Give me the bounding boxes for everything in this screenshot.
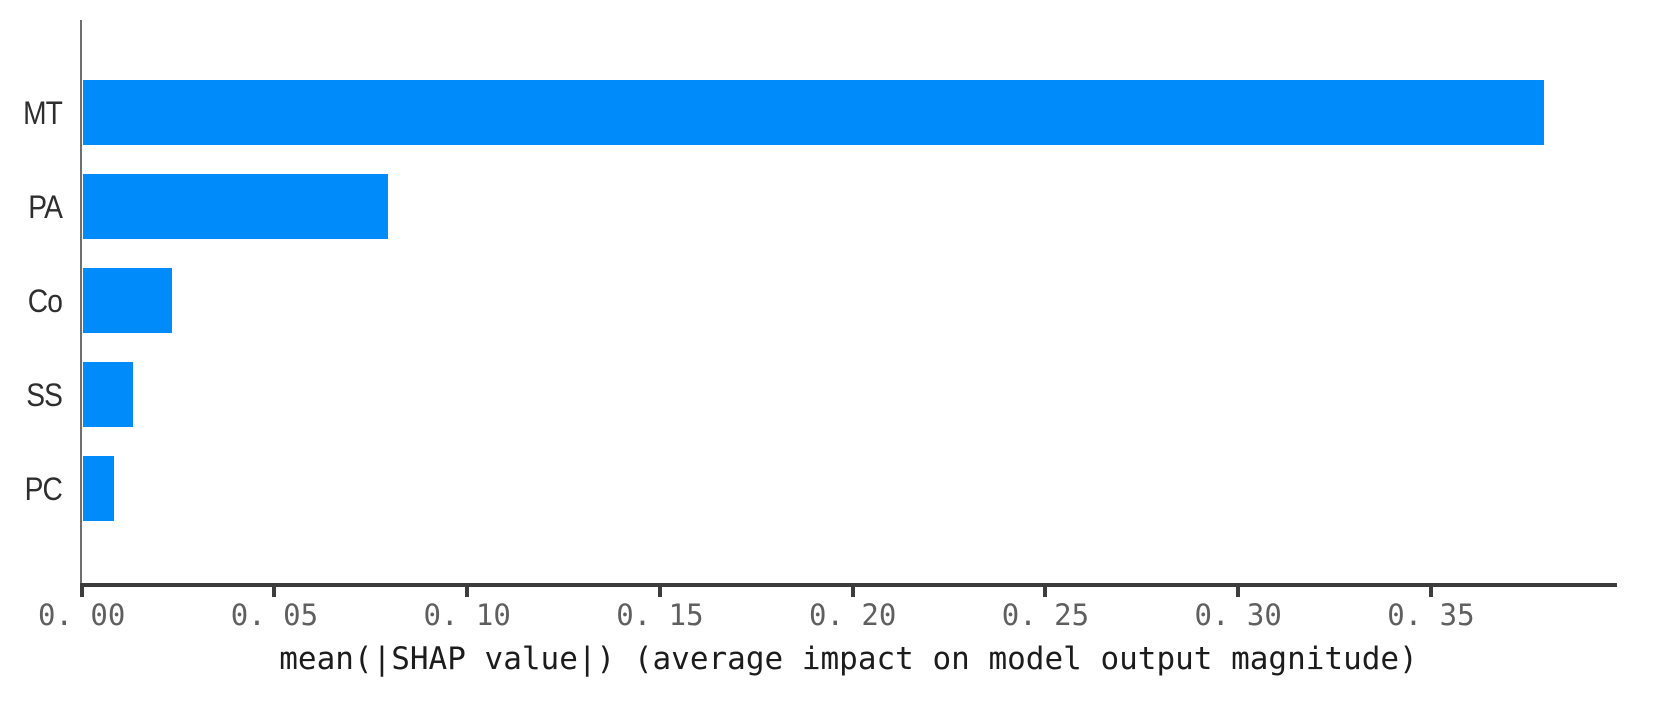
category-label-co: Co — [27, 282, 63, 319]
bar-co — [83, 268, 172, 333]
category-label-ss: SS — [26, 376, 63, 413]
x-tick-mark — [465, 585, 470, 597]
x-tick-label: 0. 15 — [616, 598, 704, 632]
category-label-pa: PA — [28, 188, 63, 225]
bar-pc — [83, 456, 114, 521]
x-tick-label: 0. 10 — [423, 598, 511, 632]
bar-pa — [83, 174, 388, 239]
x-tick-mark — [850, 585, 855, 597]
x-tick-mark — [79, 585, 84, 597]
bar-mt — [83, 80, 1544, 145]
x-tick-mark — [1236, 585, 1241, 597]
category-label-mt: MT — [23, 94, 63, 131]
x-tick-label: 0. 05 — [230, 598, 319, 632]
x-axis-title: mean(|SHAP value|) (average impact on mo… — [279, 641, 1418, 677]
x-tick-label: 0. 35 — [1387, 598, 1475, 632]
x-axis-line — [80, 583, 1617, 587]
x-tick-label: 0. 25 — [1001, 598, 1090, 632]
x-tick-mark — [1043, 585, 1048, 597]
x-tick-label: 0. 30 — [1194, 598, 1282, 632]
x-tick-mark — [272, 585, 277, 597]
bar-ss — [83, 362, 133, 427]
x-tick-label: 0. 00 — [38, 598, 126, 632]
category-label-pc: PC — [24, 470, 63, 507]
x-tick-mark — [1428, 585, 1433, 597]
x-tick-mark — [657, 585, 662, 597]
x-tick-label: 0. 20 — [809, 598, 897, 632]
y-axis-line — [80, 20, 82, 586]
